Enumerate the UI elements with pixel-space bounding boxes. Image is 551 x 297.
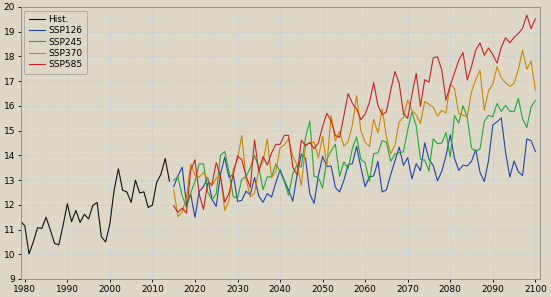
Hist.	[136, 191, 143, 195]
Hist.	[106, 222, 113, 226]
Hist.	[132, 178, 139, 182]
SSP585	[179, 206, 186, 210]
SSP245	[213, 192, 219, 195]
SSP370	[349, 123, 356, 127]
Hist.	[77, 221, 83, 224]
SSP585	[170, 204, 177, 208]
Line: SSP126: SSP126	[174, 118, 536, 217]
Hist.	[158, 173, 164, 176]
Hist.	[43, 215, 50, 219]
Hist.	[90, 203, 96, 207]
SSP585	[183, 211, 190, 215]
Hist.	[128, 200, 134, 204]
SSP585	[523, 13, 530, 17]
SSP126	[349, 162, 356, 165]
Hist.	[120, 188, 126, 192]
SSP370	[519, 48, 526, 52]
Hist.	[56, 243, 62, 247]
Hist.	[64, 202, 71, 206]
Hist.	[115, 167, 122, 170]
Hist.	[60, 223, 66, 227]
Hist.	[145, 206, 152, 209]
SSP370	[192, 173, 198, 177]
SSP245	[170, 178, 177, 182]
SSP370	[170, 188, 177, 192]
SSP370	[532, 88, 539, 91]
Hist.	[162, 157, 169, 160]
SSP245	[451, 114, 458, 117]
Hist.	[123, 190, 130, 194]
SSP245	[349, 146, 356, 150]
Hist.	[39, 227, 45, 230]
Hist.	[17, 219, 24, 223]
SSP126	[451, 157, 458, 160]
Hist.	[34, 226, 41, 230]
SSP585	[451, 71, 458, 75]
SSP585	[481, 53, 488, 57]
SSP370	[183, 196, 190, 200]
Hist.	[81, 212, 88, 216]
Line: Hist.: Hist.	[20, 159, 170, 254]
Hist.	[68, 220, 75, 223]
SSP245	[179, 194, 186, 198]
Hist.	[102, 240, 109, 244]
Hist.	[166, 179, 173, 183]
SSP585	[192, 158, 198, 162]
SSP585	[349, 102, 356, 105]
SSP126	[170, 185, 177, 188]
SSP126	[498, 116, 505, 120]
Line: SSP245: SSP245	[174, 98, 536, 207]
SSP126	[532, 149, 539, 153]
Hist.	[21, 224, 28, 228]
Hist.	[47, 228, 53, 232]
Hist.	[30, 240, 36, 244]
SSP126	[213, 205, 219, 208]
Hist.	[149, 203, 156, 207]
Hist.	[141, 190, 147, 194]
Hist.	[51, 242, 58, 245]
SSP245	[183, 206, 190, 209]
Hist.	[94, 201, 100, 204]
SSP585	[532, 17, 539, 20]
SSP126	[187, 192, 194, 196]
SSP370	[451, 87, 458, 90]
Hist.	[85, 217, 92, 221]
SSP245	[192, 180, 198, 183]
SSP245	[515, 97, 522, 100]
SSP126	[192, 216, 198, 219]
SSP126	[481, 180, 488, 183]
Line: SSP370: SSP370	[174, 50, 536, 217]
Legend: Hist., SSP126, SSP245, SSP370, SSP585: Hist., SSP126, SSP245, SSP370, SSP585	[24, 11, 87, 74]
Line: SSP585: SSP585	[174, 15, 536, 213]
SSP245	[532, 99, 539, 102]
Hist.	[98, 235, 105, 238]
Hist.	[73, 208, 79, 212]
Hist.	[153, 181, 160, 184]
SSP370	[213, 176, 219, 180]
Hist.	[26, 252, 33, 256]
SSP245	[481, 120, 488, 123]
SSP585	[213, 161, 219, 165]
Hist.	[111, 188, 117, 192]
SSP370	[481, 109, 488, 112]
SSP370	[175, 215, 181, 219]
SSP126	[179, 165, 186, 169]
